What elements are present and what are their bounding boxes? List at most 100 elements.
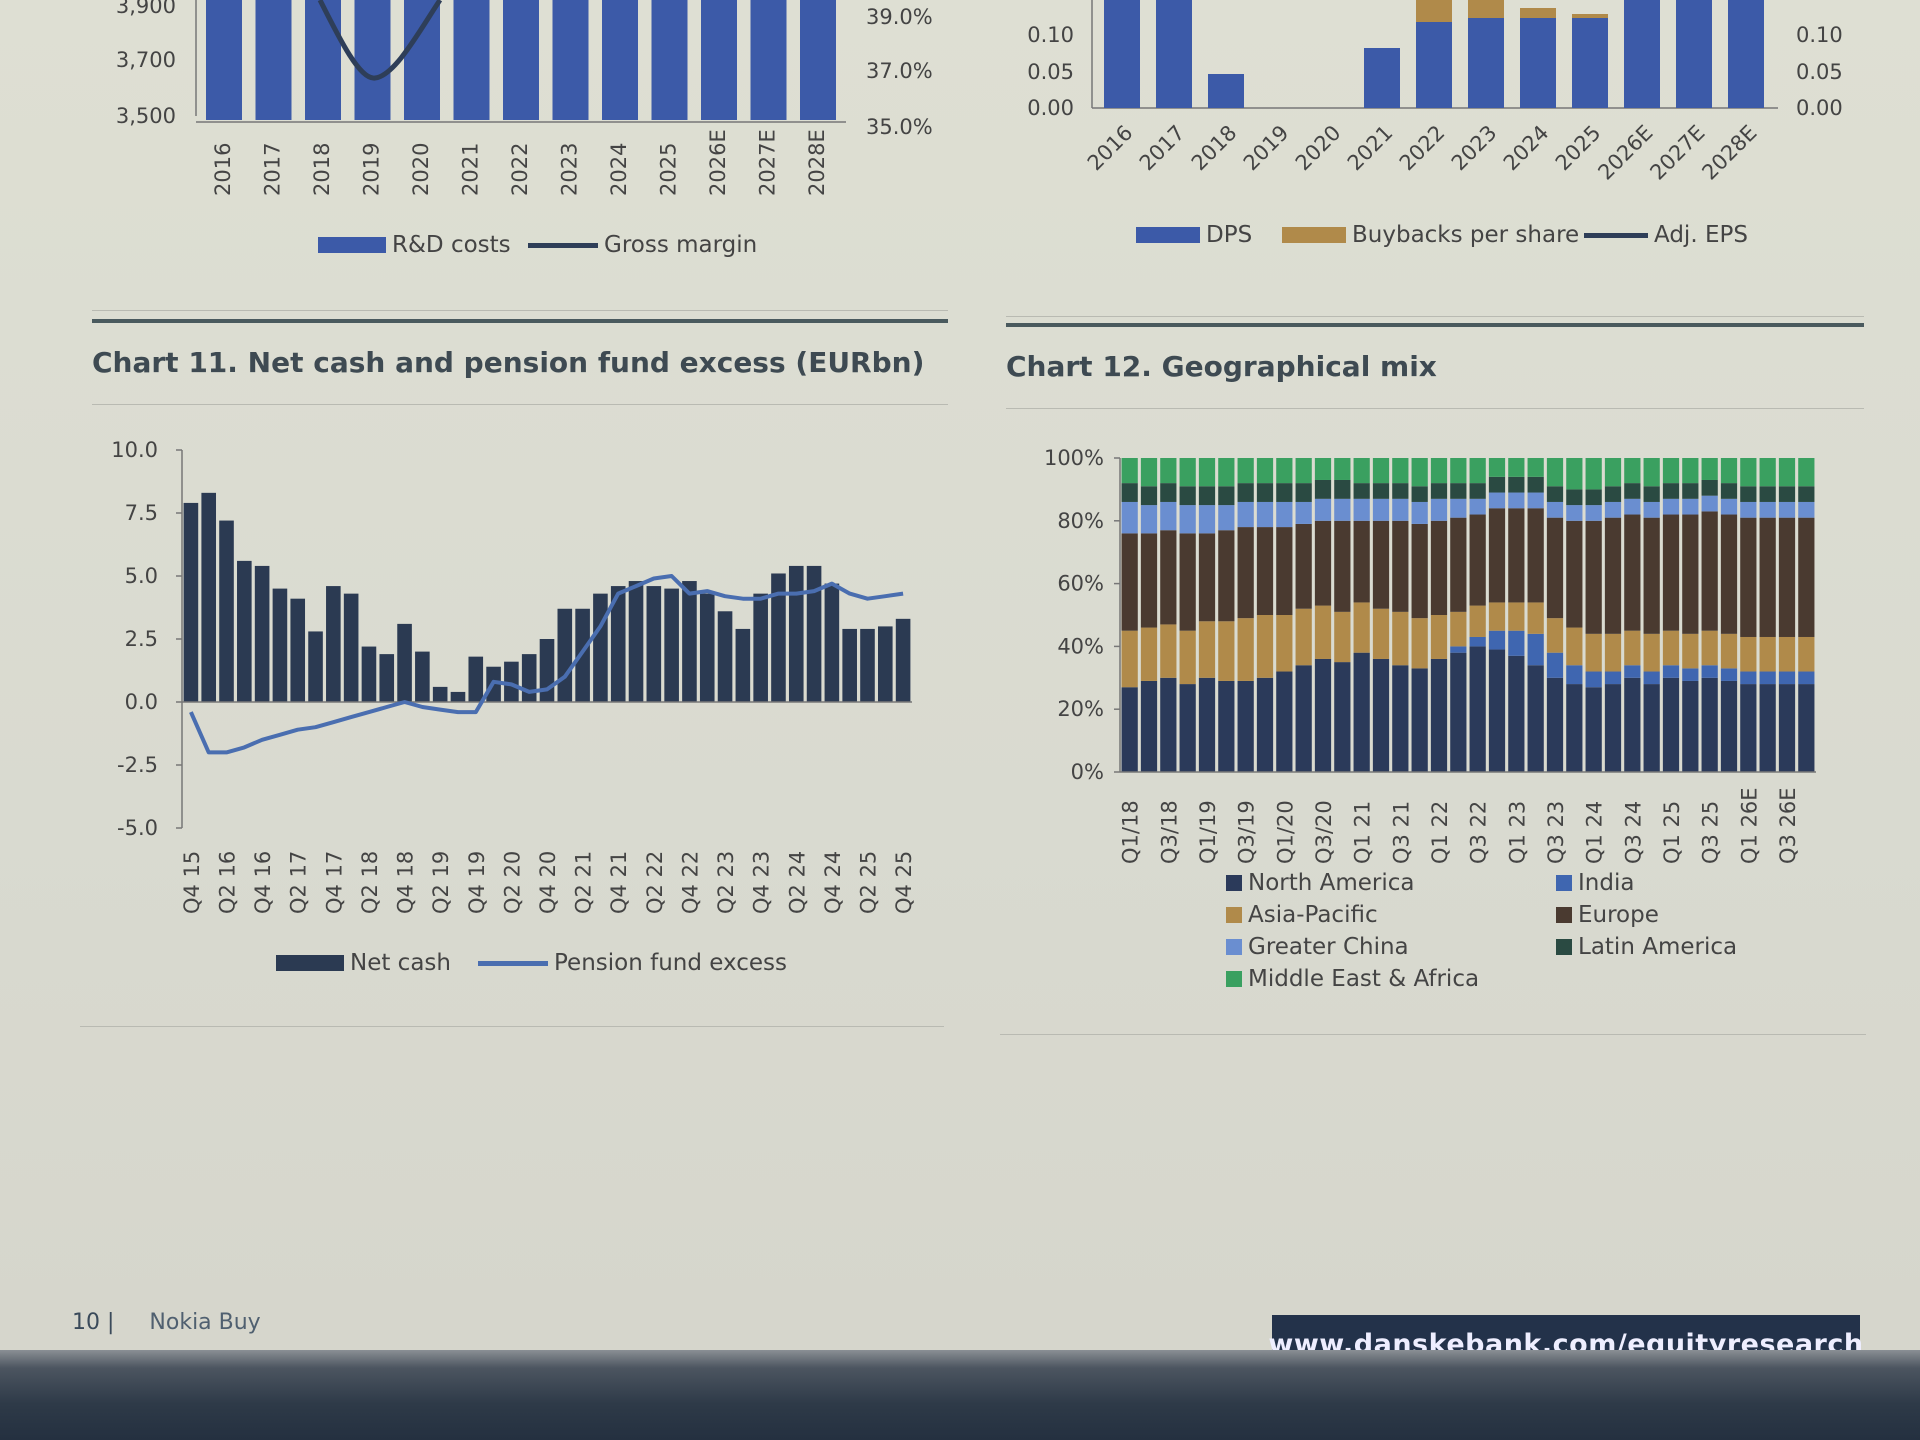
c12-segment: [1740, 684, 1757, 772]
legend-europe-label: Europe: [1578, 902, 1659, 928]
c12-segment: [1314, 458, 1332, 480]
c11-x-tick: Q2 16: [216, 851, 240, 914]
rule-thick-left: [92, 319, 948, 323]
c12-segment: [1469, 458, 1486, 484]
c12-segment: [1314, 605, 1332, 659]
tr-buyback-bar: [1468, 0, 1504, 18]
c11-net-cash-bar: [308, 631, 323, 702]
c12-segment: [1778, 517, 1796, 637]
c12-segment: [1527, 476, 1544, 493]
c12-segment: [1585, 520, 1602, 634]
c11-net-cash-bar: [575, 608, 590, 702]
c12-segment: [1198, 486, 1216, 506]
c12-segment: [1256, 527, 1274, 615]
c12-segment: [1218, 530, 1235, 622]
c11-x-tick-group: Q4 15: [180, 851, 204, 914]
rule-thick-right: [1006, 323, 1864, 327]
c12-segment: [1624, 483, 1641, 499]
legend-greater-china: Greater China: [1226, 934, 1409, 960]
c12-segment: [1585, 687, 1602, 772]
c11-x-tick-group: Q4 21: [607, 851, 631, 914]
c12-segment: [1198, 677, 1216, 772]
c12-segment: [1450, 646, 1467, 653]
tl-x-tick: 2025: [657, 143, 681, 196]
c12-segment: [1121, 458, 1138, 484]
c12-x-tick: Q1 25: [1660, 801, 1684, 864]
c12-segment: [1295, 523, 1312, 609]
c12-segment: [1334, 498, 1351, 521]
c12-segment: [1798, 486, 1815, 502]
legend-india: India: [1556, 870, 1634, 896]
c12-y-tick: 0%: [1071, 760, 1104, 784]
c12-segment: [1160, 458, 1177, 484]
c12-segment: [1488, 630, 1506, 650]
c12-segment: [1140, 458, 1158, 487]
tr-buyback-bar: [1520, 8, 1556, 18]
c12-segment: [1237, 483, 1254, 502]
c12-x-tick-group: Q1/20: [1273, 800, 1297, 864]
c12-segment: [1295, 483, 1312, 502]
c12-segment: [1604, 458, 1622, 487]
c11-x-tick-group: Q4 25: [892, 851, 916, 914]
c12-segment: [1585, 458, 1602, 490]
c11-x-tick: Q2 25: [856, 851, 880, 914]
c11-x-tick-group: Q2 20: [500, 851, 524, 914]
tr-dps-bar: [1364, 48, 1400, 108]
c12-x-tick-group: Q1 23: [1505, 801, 1529, 864]
c12-segment: [1720, 514, 1738, 634]
c11-net-cash-bar: [557, 608, 573, 702]
c12-segment: [1237, 680, 1254, 772]
tr-x-tick: 2020: [1291, 121, 1346, 176]
c12-x-tick: Q3 23: [1544, 801, 1568, 864]
c11-net-cash-bar: [183, 502, 199, 702]
tr-dps-bar: [1520, 18, 1556, 108]
c11-net-cash-bar: [664, 588, 679, 702]
legend-dps-label: DPS: [1206, 222, 1253, 248]
c12-segment: [1256, 483, 1274, 502]
c12-segment: [1411, 618, 1428, 669]
tl-bar: [552, 0, 589, 120]
c12-segment: [1353, 602, 1370, 653]
legend-mea: Middle East & Africa: [1226, 966, 1479, 992]
c12-segment: [1140, 627, 1158, 681]
c12-segment: [1121, 483, 1138, 502]
tr-x-tick: 2021: [1343, 121, 1398, 176]
c12-segment: [1392, 458, 1409, 484]
tl-y2-tick: 39.0%: [866, 5, 933, 29]
c12-x-tick-group: Q3 21: [1389, 801, 1413, 864]
tr-x-tick-group: 2024: [1499, 121, 1554, 176]
c11-x-tick-group: Q2 22: [643, 851, 667, 914]
c12-segment: [1353, 458, 1370, 484]
c12-segment: [1121, 501, 1138, 534]
c11-x-tick-group: Q4 23: [750, 851, 774, 914]
c12-segment: [1372, 520, 1390, 609]
tr-x-tick: 2022: [1395, 121, 1450, 176]
c12-segment: [1314, 520, 1332, 606]
c11-x-tick-group: Q4 24: [821, 851, 845, 914]
c12-segment: [1527, 602, 1544, 634]
c11-x-tick-group: Q2 16: [216, 851, 240, 914]
c12-segment: [1450, 483, 1467, 499]
c12-segment: [1508, 492, 1525, 509]
c12-segment: [1488, 492, 1506, 509]
c12-segment: [1295, 501, 1312, 524]
c12-segment: [1798, 636, 1815, 672]
c12-segment: [1604, 501, 1622, 518]
c12-segment: [1798, 517, 1815, 637]
tl-bar: [305, 0, 341, 120]
c12-x-tick: Q3/20: [1312, 800, 1336, 864]
c12-segment: [1566, 520, 1583, 628]
c12-segment: [1411, 668, 1428, 772]
screen-bezel: [0, 1350, 1920, 1440]
c12-segment: [1662, 630, 1680, 666]
c12-segment: [1430, 520, 1448, 615]
c12-x-tick: Q3 22: [1467, 801, 1491, 864]
legend-gross-margin: Gross margin: [528, 232, 757, 258]
legend-dps: DPS: [1136, 222, 1252, 248]
c12-segment: [1740, 486, 1757, 502]
tl-x-tick: 2026E: [706, 129, 730, 196]
c12-segment: [1720, 483, 1738, 499]
c12-segment: [1701, 630, 1718, 666]
tr-x-tick-group: 2026E: [1593, 121, 1657, 185]
c11-net-cash-bar: [753, 593, 768, 702]
